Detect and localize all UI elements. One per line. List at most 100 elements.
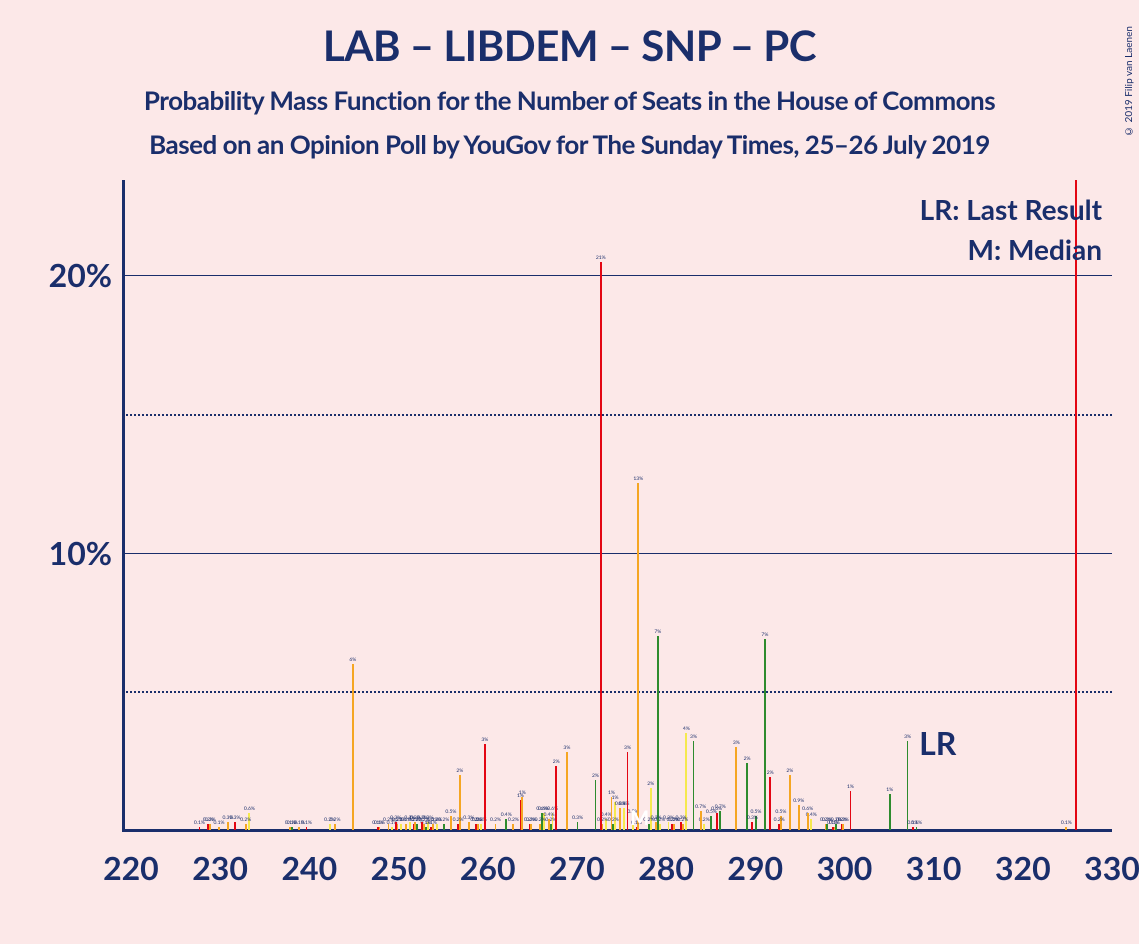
bar-yellow — [391, 827, 393, 830]
bar-value-label: 0.3% — [747, 815, 758, 821]
chart-subtitle-1: Probability Mass Function for the Number… — [0, 84, 1139, 116]
gridline-major — [122, 275, 1112, 277]
bar-orange — [450, 816, 452, 830]
bar-red — [850, 791, 852, 830]
gridline-minor — [122, 691, 1112, 693]
bar-red — [475, 824, 477, 830]
bar-value-label: 21% — [596, 255, 606, 261]
bar-orange — [619, 808, 621, 830]
x-tick-label: 230 — [192, 848, 248, 887]
bar-red — [234, 822, 236, 830]
bar-value-label: 7% — [654, 629, 661, 635]
bar-orange — [468, 822, 470, 830]
bar-orange — [477, 824, 479, 830]
bar-value-label: 2% — [592, 773, 599, 779]
bar-value-label: 2% — [647, 781, 654, 787]
bar-value-label: 0.2% — [608, 817, 619, 823]
bar-value-label: 0.2% — [490, 817, 501, 823]
bar-value-label: 1% — [886, 787, 893, 793]
y-tick-label: 10% — [27, 533, 112, 572]
bar-value-label: 6% — [349, 657, 356, 663]
x-tick-label: 300 — [817, 848, 873, 887]
x-tick-label: 220 — [103, 848, 159, 887]
bar-value-label: 2% — [767, 770, 774, 776]
bar-orange — [388, 824, 390, 830]
legend-last-result: LR: Last Result — [920, 192, 1102, 226]
bar-red — [627, 752, 629, 830]
bar-green — [907, 741, 909, 830]
gridline-major — [122, 553, 1112, 555]
bar-value-label: 0.1% — [1061, 820, 1072, 826]
bar-value-label: 0.6% — [802, 806, 813, 812]
bar-value-label: 0.2% — [203, 817, 214, 823]
x-axis — [122, 829, 1112, 832]
bar-value-label: 0.1% — [214, 820, 225, 826]
bar-green — [710, 816, 712, 830]
bar-value-label: 0.2% — [329, 817, 340, 823]
y-tick-label: 20% — [27, 255, 112, 294]
bar-value-label: 0.2% — [836, 817, 847, 823]
bar-orange — [405, 824, 407, 830]
bar-green — [505, 819, 507, 830]
bar-value-label: 0.2% — [453, 817, 464, 823]
bar-red — [421, 822, 423, 830]
bar-value-label: 0.2% — [774, 817, 785, 823]
bar-orange — [789, 775, 791, 830]
bar-yellow — [703, 824, 705, 830]
chart-title: LAB – LIBDEM – SNP – PC — [0, 20, 1139, 70]
bar-value-label: 0.2% — [535, 817, 546, 823]
copyright-text: © 2019 Filip van Laenen — [1123, 26, 1135, 137]
x-tick-label: 330 — [1084, 848, 1139, 887]
x-tick-label: 250 — [371, 848, 427, 887]
bar-value-label: 0.8% — [615, 801, 626, 807]
bar-orange — [521, 797, 523, 830]
bar-value-label: 2% — [744, 756, 751, 762]
bar-yellow — [480, 824, 482, 830]
bar-value-label: 0.2% — [524, 817, 535, 823]
bar-red — [751, 822, 753, 830]
bar-orange — [209, 824, 211, 830]
bar-value-label: 0.1% — [426, 820, 437, 826]
bar-orange — [512, 824, 514, 830]
bar-green — [291, 827, 293, 830]
bar-red — [912, 827, 914, 830]
bar-red — [671, 824, 673, 830]
bar-value-label: 0.3% — [572, 815, 583, 821]
bar-orange — [825, 824, 827, 830]
bar-value-label: 2% — [553, 759, 560, 765]
bar-green — [889, 794, 891, 830]
bar-red — [529, 824, 531, 830]
bar-orange — [735, 747, 737, 830]
bar-red — [457, 824, 459, 830]
bar-value-label: 0.2% — [438, 817, 449, 823]
bar-green — [693, 741, 695, 830]
bar-orange — [682, 824, 684, 830]
bar-value-label: 4% — [683, 726, 690, 732]
bar-value-label: 0.6% — [711, 806, 722, 812]
bar-red — [555, 766, 557, 830]
bar-value-label: 3% — [481, 737, 488, 743]
bar-yellow — [650, 788, 652, 830]
bar-red — [306, 827, 308, 830]
median-marker: M — [630, 806, 649, 830]
bar-value-label: 0.2% — [597, 817, 608, 823]
gridline-minor — [122, 414, 1112, 416]
bar-value-label: 1% — [517, 793, 524, 799]
bar-orange — [334, 824, 336, 830]
bar-red — [484, 744, 486, 830]
bar-value-label: 0.7% — [695, 804, 706, 810]
bar-orange — [227, 822, 229, 830]
bar-red — [395, 822, 397, 830]
bar-value-label: 0.1% — [301, 820, 312, 826]
bar-orange — [539, 824, 541, 830]
bar-value-label: 0.3% — [676, 815, 687, 821]
bar-orange — [397, 824, 399, 830]
last-result-line — [1075, 180, 1077, 830]
bar-red — [832, 827, 834, 830]
bar-orange — [700, 811, 702, 830]
bar-value-label: 0.1% — [372, 820, 383, 826]
bar-red — [778, 824, 780, 830]
bar-red — [600, 262, 602, 830]
bar-yellow — [329, 824, 331, 830]
bar-value-label: 0.5% — [445, 809, 456, 815]
